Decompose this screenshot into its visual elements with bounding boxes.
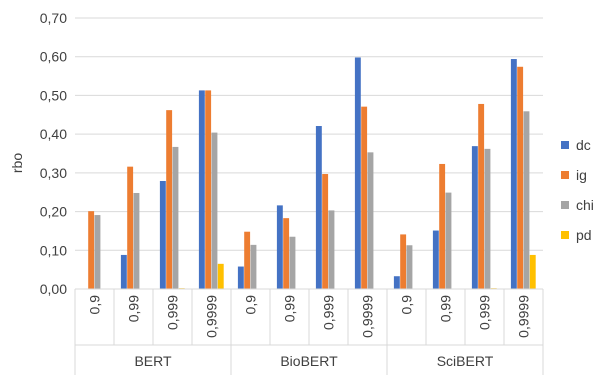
- bar-chi: [211, 132, 218, 289]
- gridlines: [75, 17, 543, 290]
- legend-label-ig: ig: [576, 167, 587, 183]
- bar-dc: [276, 205, 283, 289]
- y-tick-label: 0,00: [40, 281, 67, 297]
- bars: [88, 57, 536, 290]
- bar-dc: [510, 59, 517, 290]
- bar-chi: [289, 236, 296, 289]
- y-tick-label: 0,10: [40, 242, 67, 258]
- y-tick-label: 0,50: [40, 87, 67, 103]
- y-tick-label: 0,20: [40, 204, 67, 220]
- x-tick-label: 0,99: [126, 295, 142, 322]
- bar-dc: [471, 146, 478, 289]
- legend: dc ig chi pd: [561, 137, 594, 243]
- x-tick-label: 0,999: [477, 295, 493, 330]
- bar-ig: [478, 103, 485, 290]
- x-tick-label: 0,9: [87, 295, 103, 315]
- y-axis-ticks: 0,00 0,10 0,20 0,30 0,40 0,50 0,60 0,70: [40, 10, 67, 297]
- bar-chi: [133, 192, 140, 289]
- x-tick-label: 0,999: [165, 295, 181, 330]
- x-tick-label: 0,9: [243, 295, 259, 315]
- x-tick-label: 0,99: [282, 295, 298, 322]
- bar-chi: [250, 244, 257, 289]
- legend-label-chi: chi: [576, 197, 594, 213]
- y-tick-label: 0,60: [40, 49, 67, 65]
- y-tick-label: 0,40: [40, 126, 67, 142]
- bar-ig: [322, 174, 329, 289]
- bar-ig: [166, 110, 173, 289]
- bar-pd: [529, 254, 536, 289]
- bar-ig: [244, 231, 251, 289]
- x-tick-label: 0,999: [321, 295, 337, 330]
- bar-dc: [159, 180, 166, 289]
- legend-label-dc: dc: [576, 137, 591, 153]
- group-label: SciBERT: [437, 353, 494, 369]
- bar-ig: [283, 218, 290, 289]
- group-label: BioBERT: [280, 353, 338, 369]
- x-tick-label: 0,9: [399, 295, 415, 315]
- bar-ig: [205, 90, 212, 289]
- x-tick-label: 0,99: [438, 295, 454, 322]
- bar-chi: [445, 192, 452, 289]
- bar-chi: [172, 146, 179, 289]
- y-axis-label: rbo: [9, 153, 25, 173]
- legend-label-pd: pd: [576, 227, 592, 243]
- bar-dc: [198, 90, 205, 289]
- legend-swatch-dc: [561, 141, 569, 149]
- bar-chi: [523, 111, 530, 290]
- bar-chi: [94, 215, 101, 289]
- bar-ig: [88, 211, 95, 289]
- bar-ig: [361, 106, 368, 289]
- bar-pd: [217, 263, 224, 289]
- bar-chi: [367, 152, 374, 289]
- bar-chi: [484, 148, 491, 289]
- legend-swatch-pd: [561, 231, 569, 239]
- x-axis: 0,9 0,99 0,999 0,9999 BERT 0,9 0,99 0,999 0,9999…: [74, 288, 544, 375]
- bar-dc: [393, 276, 400, 289]
- y-tick-label: 0,70: [40, 10, 67, 26]
- bar-ig: [400, 234, 407, 289]
- bar-dc: [315, 126, 322, 290]
- bar-dc: [120, 254, 127, 289]
- bar-dc: [354, 57, 361, 289]
- group-label: BERT: [134, 353, 172, 369]
- bar-dc: [432, 230, 439, 289]
- bar-chi: [328, 210, 335, 289]
- x-tick-label: 0,9999: [516, 295, 532, 338]
- y-tick-label: 0,30: [40, 165, 67, 181]
- x-tick-label: 0,9999: [360, 295, 376, 338]
- bar-chi: [406, 245, 413, 289]
- bar-ig: [517, 66, 524, 289]
- bar-dc: [237, 266, 244, 289]
- legend-swatch-chi: [561, 201, 569, 209]
- x-tick-label: 0,9999: [204, 295, 220, 338]
- legend-swatch-ig: [561, 171, 569, 179]
- bar-ig: [439, 163, 446, 289]
- bar-ig: [127, 166, 134, 289]
